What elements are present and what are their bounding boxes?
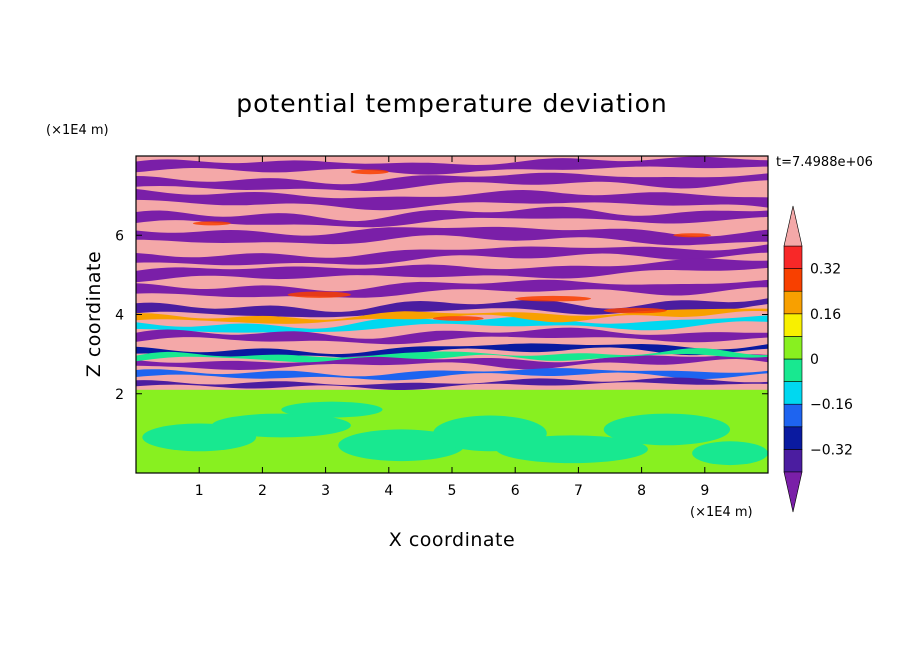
x-tick-label: 6 [511, 483, 520, 499]
field-highlight [350, 169, 389, 175]
field-band-mixed [136, 348, 768, 363]
x-tick-label: 4 [384, 483, 393, 499]
y-tick-label: 6 [115, 228, 124, 244]
field-band-purple [136, 226, 768, 246]
x-tick-label: 1 [195, 483, 204, 499]
field-highlight [287, 291, 351, 298]
y-ticks: 2 4 6 [115, 228, 768, 403]
x-axis-label: X coordinate [389, 529, 515, 551]
field-band-purple [136, 156, 768, 175]
field-band-mixed [136, 343, 768, 359]
colorbar-segment [783, 449, 803, 473]
x-tick-label: 2 [258, 483, 267, 499]
colorbar-segment [783, 245, 803, 269]
field-blob [692, 441, 768, 466]
colorbar-tick-label: 0.32 [810, 262, 841, 278]
colorbar-extend-high [783, 205, 803, 247]
colorbar-segment [783, 381, 803, 405]
y-axis-label: Z coordinate [83, 251, 105, 377]
field-band-mixed [136, 354, 768, 370]
field-highlight [673, 233, 712, 238]
colorbar-tick-label: −0.16 [810, 397, 853, 413]
colorbar-segment [783, 268, 803, 292]
field-band-mixed [136, 315, 768, 333]
colorbar-tick-label: −0.32 [810, 442, 853, 458]
x-tick-label: 8 [637, 483, 646, 499]
colorbar-segment [783, 358, 803, 382]
time-label: t=7.4988e+06 [776, 155, 873, 170]
x-tick-label: 3 [321, 483, 330, 499]
y-unit-label: (×1E4 m) [46, 123, 109, 138]
colorbar-extend-low [783, 471, 803, 513]
colorbar-tick-label: 0 [810, 352, 819, 368]
field-blob [211, 413, 351, 438]
colorbar-segment [783, 336, 803, 360]
field-band-mixed [136, 327, 768, 345]
field-highlight [603, 307, 667, 314]
colorbar-tick-label: 0.16 [810, 307, 841, 323]
field-blob [496, 435, 648, 464]
field-band-mixed [136, 298, 768, 318]
x-ticks: 1 2 3 4 5 6 7 8 9 [195, 156, 709, 499]
y-tick-label: 4 [115, 308, 124, 324]
colorbar: 0.32 0.16 0 −0.16 −0.32 [783, 205, 853, 513]
colorbar-segment [783, 403, 803, 428]
field-band-purple [136, 206, 768, 228]
chart-title: potential temperature deviation [236, 89, 667, 118]
field-highlight [192, 221, 231, 226]
colorbar-segment [783, 313, 803, 337]
field-blob [338, 429, 465, 462]
field-band-purple [136, 172, 768, 191]
field-blob [281, 401, 383, 418]
x-tick-label: 5 [448, 483, 457, 499]
colorbar-segment [783, 290, 803, 315]
field-band-purple [136, 244, 768, 266]
field-band-mixed [136, 368, 768, 381]
field-highlight [433, 316, 484, 321]
field-blob [603, 413, 731, 446]
field-band-mixed [136, 377, 768, 390]
x-tick-label: 7 [574, 483, 583, 499]
y-tick-label: 2 [115, 387, 124, 403]
field-band-purple [136, 258, 768, 283]
field-band-purple [136, 189, 768, 211]
x-unit-label: (×1E4 m) [690, 505, 753, 520]
field-contours [136, 156, 768, 473]
x-tick-label: 9 [700, 483, 709, 499]
field-highlight [515, 295, 592, 302]
colorbar-segment [783, 426, 803, 450]
